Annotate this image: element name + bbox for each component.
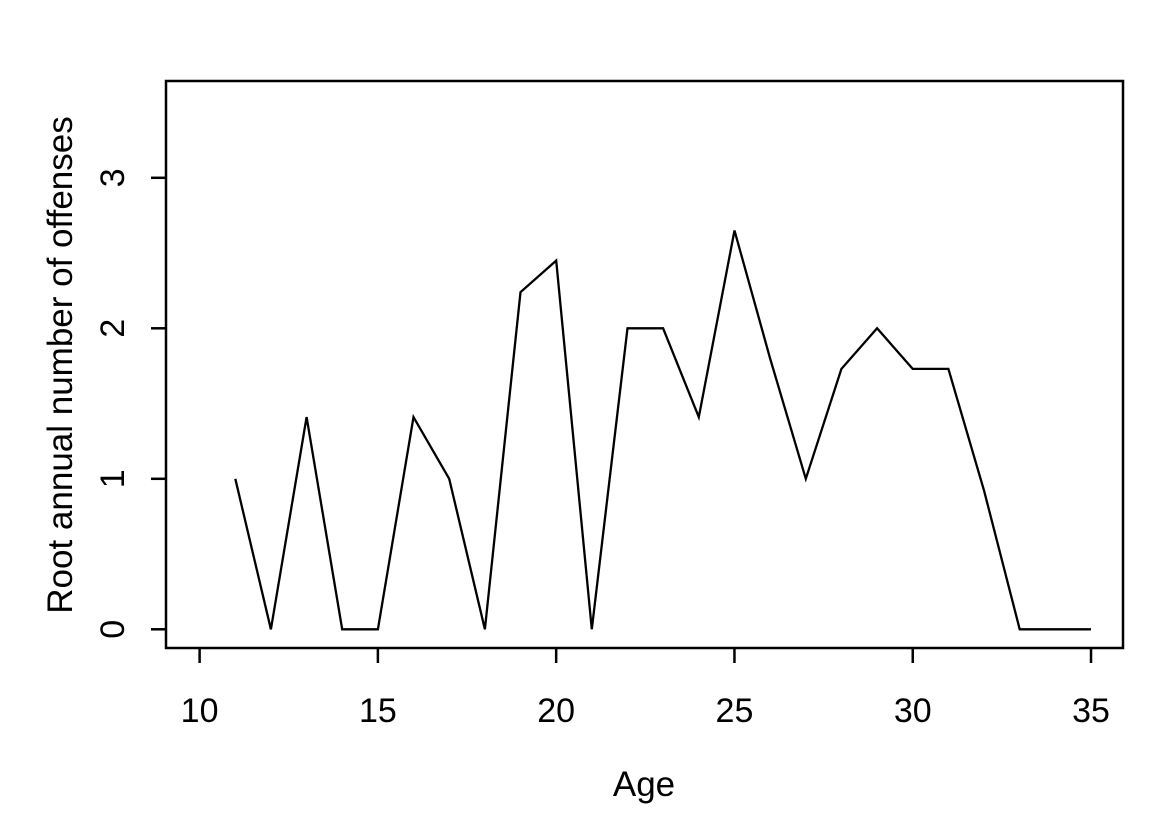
x-tick-label: 20 <box>537 692 575 730</box>
x-tick-label: 25 <box>716 692 754 730</box>
x-tick-label: 35 <box>1072 692 1110 730</box>
x-axis-title: Age <box>613 765 675 804</box>
y-tick-label: 3 <box>94 168 132 187</box>
y-tick-label: 0 <box>94 620 132 639</box>
y-tick-label: 2 <box>94 319 132 338</box>
x-tick-label: 10 <box>181 692 219 730</box>
offenses-line <box>234 230 1091 631</box>
plot-box <box>164 79 1125 650</box>
x-tick-label: 30 <box>894 692 932 730</box>
x-tick-label: 15 <box>359 692 397 730</box>
y-tick-label: 1 <box>94 469 132 488</box>
y-axis-title: Root annual number of offenses <box>41 116 80 613</box>
y-axis: 0 1 2 3 <box>94 168 166 639</box>
x-axis: 10 15 20 25 30 35 <box>181 648 1110 730</box>
